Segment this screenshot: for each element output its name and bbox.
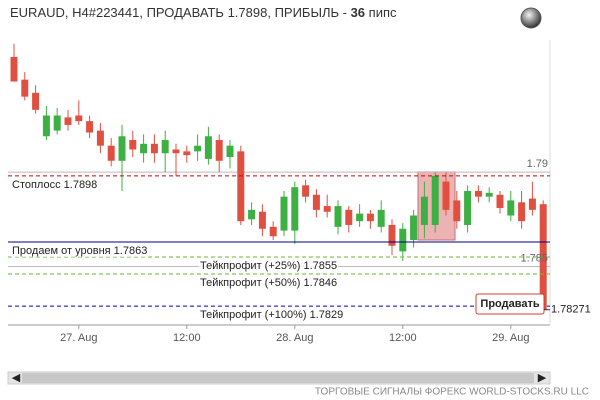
candle-body bbox=[485, 192, 493, 197]
level-label: Стоплосс 1.7898 bbox=[12, 179, 97, 191]
candle-body bbox=[226, 145, 234, 158]
candle-body bbox=[248, 209, 256, 220]
candle-body bbox=[96, 130, 104, 146]
current-price-label: 1.78271 bbox=[551, 304, 591, 316]
candle-body bbox=[474, 190, 482, 197]
title-text: EURAUD, H4#223441, ПРОДАВАТЬ 1.7898, ПРИ… bbox=[10, 5, 351, 20]
y-tick-label: 1.79 bbox=[527, 158, 548, 170]
candle-body bbox=[172, 149, 180, 154]
level-label: Тейкпрофит (+100%) 1.7829 bbox=[200, 309, 343, 321]
level-label-bg bbox=[11, 244, 149, 257]
sell-button-label[interactable]: Продавать bbox=[480, 298, 539, 310]
candle-body bbox=[118, 136, 126, 161]
candle-body bbox=[107, 145, 115, 161]
candle-body bbox=[312, 194, 320, 210]
candle-body bbox=[150, 143, 158, 154]
level-label-bg bbox=[199, 309, 345, 322]
candle-body bbox=[10, 56, 18, 82]
candle-body bbox=[496, 194, 504, 208]
candle-body bbox=[237, 151, 245, 222]
sell-button[interactable] bbox=[475, 293, 545, 315]
candle-body bbox=[161, 140, 169, 154]
candle-body bbox=[399, 228, 407, 252]
candle-body bbox=[215, 140, 223, 161]
candle-body bbox=[464, 190, 472, 225]
candle-body bbox=[258, 211, 266, 229]
candle-body bbox=[291, 187, 299, 231]
candle-body bbox=[345, 209, 353, 225]
candle-body bbox=[518, 202, 526, 222]
level-label-bg bbox=[11, 178, 99, 191]
candle-body bbox=[453, 200, 461, 222]
scroll-right[interactable]: ▶ bbox=[538, 372, 547, 384]
candle-body bbox=[42, 115, 50, 137]
x-tick-label: 12:00 bbox=[389, 332, 417, 344]
candle-body bbox=[280, 196, 288, 231]
candle-body bbox=[269, 226, 277, 237]
x-tick-label: 27. Aug bbox=[60, 332, 97, 344]
candle-body bbox=[377, 209, 385, 227]
candle-body bbox=[442, 181, 450, 210]
level-label: Тейкпрофит (+25%) 1.7855 bbox=[200, 260, 337, 272]
candle-body bbox=[194, 145, 202, 152]
candle-body bbox=[21, 79, 29, 97]
level-label-bg bbox=[199, 259, 339, 272]
level-label: Продаем от уровня 1.7863 bbox=[12, 245, 147, 257]
footer: ТОРГОВЫЕ СИГНАЛЫ ФОРЕКС WORLD-STOCKS.RU … bbox=[315, 387, 589, 398]
candle-body bbox=[410, 215, 418, 241]
candle-body bbox=[204, 136, 212, 159]
x-tick-label: 28. Aug bbox=[276, 332, 313, 344]
candle-body bbox=[507, 200, 515, 216]
x-tick-label: 29. Aug bbox=[492, 332, 529, 344]
candle-body bbox=[64, 117, 72, 125]
candle-body bbox=[140, 143, 148, 154]
candle-body bbox=[431, 175, 439, 225]
globe-icon[interactable] bbox=[520, 7, 542, 29]
candle-body bbox=[366, 213, 374, 222]
y-tick-label: 1.785 bbox=[520, 252, 548, 264]
candle-body bbox=[420, 196, 428, 225]
x-tick-label: 12:00 bbox=[173, 332, 201, 344]
candle-body bbox=[129, 140, 137, 150]
level-label-bg bbox=[199, 276, 339, 289]
candle-body bbox=[183, 151, 191, 156]
candle-body bbox=[388, 224, 396, 246]
candle-body bbox=[302, 185, 310, 197]
chart-title: EURAUD, H4#223441, ПРОДАВАТЬ 1.7898, ПРИ… bbox=[10, 5, 397, 20]
candle-body bbox=[32, 92, 40, 110]
candle-body bbox=[75, 115, 83, 122]
candle-body bbox=[528, 198, 536, 210]
title-profit: 36 bbox=[351, 5, 365, 20]
level-label: Тейкпрофит (+50%) 1.7846 bbox=[200, 277, 337, 289]
candle-body bbox=[356, 213, 364, 222]
candle-body bbox=[86, 121, 94, 133]
scroll-left[interactable]: ◀ bbox=[12, 372, 21, 384]
title-unit: пипс bbox=[365, 5, 397, 20]
candle-body bbox=[323, 206, 331, 212]
scrollbar-thumb[interactable] bbox=[22, 373, 534, 383]
candle-body bbox=[334, 206, 342, 227]
candle-body bbox=[53, 115, 61, 131]
